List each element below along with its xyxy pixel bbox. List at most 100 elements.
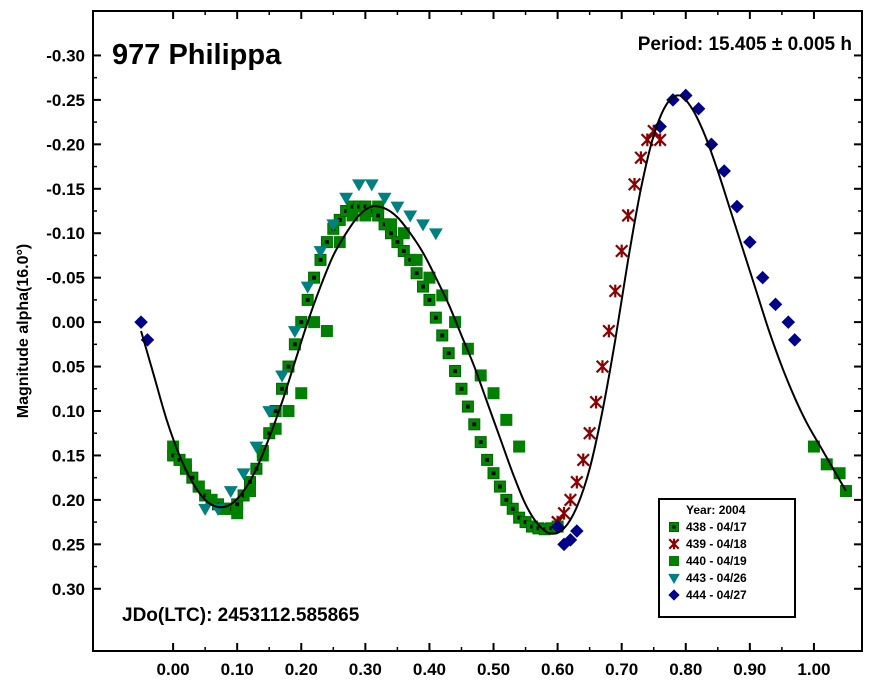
data-point	[627, 177, 642, 191]
data-point	[666, 93, 680, 107]
legend-label: 440 - 04/19	[686, 554, 747, 568]
data-point	[300, 281, 315, 294]
y-tick-label: 0.05	[52, 358, 85, 377]
data-point	[262, 406, 277, 419]
data-point	[455, 382, 468, 395]
period-label: Period: 15.405 ± 0.005 h	[638, 34, 852, 55]
data-point	[583, 426, 597, 440]
legend-label: 443 - 04/26	[686, 571, 747, 585]
data-point	[403, 210, 418, 223]
data-point	[295, 387, 308, 400]
legend-marker	[668, 573, 680, 584]
data-point	[481, 453, 494, 466]
data-point	[249, 441, 264, 454]
data-point	[231, 507, 244, 520]
data-point	[589, 395, 603, 409]
data-point	[223, 486, 238, 499]
legend: Year: 2004 438 - 04/17 439 - 04/18 440 - 0…	[658, 498, 796, 618]
data-point	[717, 164, 731, 178]
legend-marker	[668, 589, 680, 601]
data-point	[474, 436, 487, 449]
data-point	[134, 315, 148, 329]
data-point	[320, 236, 333, 249]
y-tick-label: 0.30	[52, 580, 85, 599]
data-point	[768, 297, 783, 312]
data-point	[781, 315, 796, 329]
data-point	[384, 218, 397, 231]
data-point	[423, 293, 436, 306]
data-point	[570, 475, 584, 489]
axis-ticks	[93, 11, 862, 651]
data-point	[787, 333, 802, 347]
data-point	[276, 382, 289, 395]
data-point	[320, 325, 333, 337]
data-point	[390, 201, 405, 214]
data-point	[570, 524, 584, 538]
data-point	[282, 405, 295, 417]
data-point	[634, 151, 648, 165]
y-tick-label: 0.10	[52, 402, 85, 421]
fit-curve-line	[140, 94, 847, 535]
data-point	[377, 192, 392, 205]
data-point	[563, 533, 578, 547]
legend-title: Year: 2004	[686, 503, 746, 517]
data-point	[295, 316, 308, 329]
data-point	[730, 199, 744, 214]
data-point	[487, 387, 500, 400]
data-point	[410, 267, 423, 280]
legend-box	[658, 498, 796, 618]
data-point	[416, 219, 430, 232]
series-layer	[134, 88, 852, 552]
x-tick-label: 0.90	[733, 660, 766, 679]
data-point	[461, 400, 474, 413]
data-point	[602, 324, 616, 338]
y-tick-label: 0.00	[52, 313, 85, 332]
y-tick-label: 0.20	[52, 491, 85, 510]
data-point	[301, 293, 314, 306]
data-point	[506, 502, 519, 515]
data-point	[429, 311, 442, 324]
data-point	[557, 506, 571, 520]
data-point	[513, 440, 526, 453]
chart-title: 977 Philippa	[112, 39, 282, 71]
legend-entries: 438 - 04/17 439 - 04/18 440 - 04/19 443 - 0…	[668, 520, 747, 602]
data-point	[500, 413, 513, 426]
x-tick-label: 0.30	[349, 660, 382, 679]
x-tick-label: 0.00	[157, 660, 190, 679]
data-point	[743, 235, 757, 249]
data-point	[428, 228, 443, 241]
data-point	[691, 102, 706, 116]
data-point	[308, 316, 321, 329]
x-tick-label: 0.70	[605, 660, 638, 679]
epoch-label: JDo(LTC): 2453112.585865	[122, 605, 360, 626]
data-point	[576, 453, 590, 467]
data-point	[391, 236, 404, 249]
data-point	[615, 244, 629, 258]
data-point	[410, 253, 423, 266]
legend-label: 438 - 04/17	[686, 520, 747, 534]
data-point	[236, 468, 251, 481]
data-point	[352, 179, 366, 192]
data-point	[436, 329, 449, 342]
data-point	[198, 503, 213, 516]
data-point	[364, 179, 379, 192]
y-tick-label: -0.05	[46, 269, 85, 288]
data-point	[500, 493, 513, 506]
y-tick-label: -0.10	[46, 224, 85, 243]
y-axis-label: Magnitude alpha(16.0°)	[15, 244, 32, 418]
y-tick-label: 0.25	[52, 535, 85, 554]
x-tick-label: 0.50	[477, 660, 510, 679]
y-tick-label: -0.15	[46, 180, 85, 199]
x-tick-label: 0.60	[541, 660, 574, 679]
y-tick-label: 0.15	[52, 446, 85, 465]
x-tick-label: 0.80	[669, 660, 702, 679]
legend-label: 439 - 04/18	[686, 537, 747, 551]
data-point	[275, 370, 289, 383]
y-tick-label: -0.20	[46, 135, 85, 154]
data-point	[417, 280, 430, 293]
data-point	[563, 493, 577, 507]
data-point	[595, 360, 610, 374]
data-point	[755, 270, 770, 285]
legend-label: 444 - 04/27	[686, 588, 747, 602]
data-point	[339, 192, 354, 205]
